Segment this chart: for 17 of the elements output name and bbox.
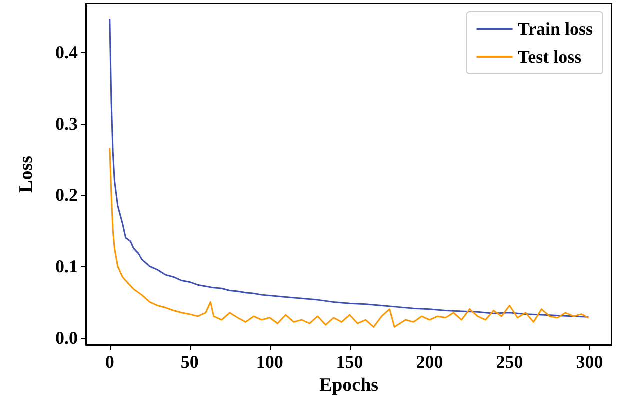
x-tick-label: 300 — [576, 352, 604, 372]
x-tick-label: 0 — [105, 352, 114, 372]
y-axis-title: Loss — [16, 156, 37, 193]
y-tick-label: 0.2 — [56, 185, 78, 206]
x-tick-label: 150 — [336, 352, 364, 372]
line-series — [109, 148, 589, 328]
x-tick-label: 50 — [180, 352, 199, 372]
legend-label: Train loss — [518, 19, 594, 39]
y-tick-label: 0.4 — [56, 42, 78, 63]
legend-label: Test loss — [518, 47, 582, 67]
y-tick-label: 0.0 — [56, 328, 78, 348]
y-tick-label: 0.3 — [56, 114, 78, 134]
x-tick-label: 200 — [416, 352, 444, 372]
x-tick-label: 100 — [256, 352, 284, 372]
x-tick-label: 250 — [496, 352, 524, 372]
y-tick-label: 0.1 — [56, 256, 78, 277]
x-axis-title: Epochs — [319, 374, 379, 396]
